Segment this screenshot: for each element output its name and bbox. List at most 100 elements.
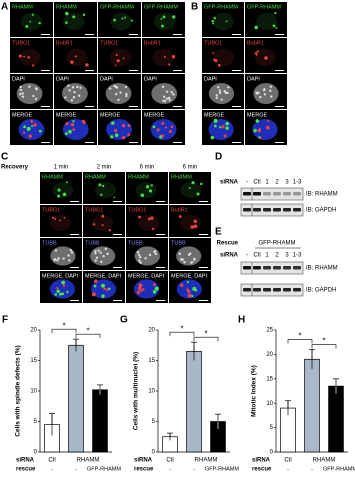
glow	[52, 182, 74, 198]
scale-bar	[199, 267, 208, 268]
signal	[145, 185, 150, 189]
signal	[65, 122, 69, 126]
significance-star: *	[180, 324, 183, 333]
x-siRNA-label: RHAMM	[195, 458, 218, 464]
signal	[62, 192, 67, 197]
signal	[65, 11, 69, 16]
signal	[152, 283, 156, 286]
chromatin	[72, 96, 76, 99]
micrograph	[98, 2, 141, 37]
signal	[59, 292, 62, 296]
scale-bar	[199, 300, 208, 301]
chromatin	[97, 249, 100, 252]
signal	[32, 64, 35, 67]
channel-label: DAPI	[12, 76, 25, 82]
micrograph	[169, 205, 211, 237]
error-bar	[285, 400, 291, 416]
signal	[255, 119, 260, 123]
signal	[18, 54, 22, 58]
scale-bar	[113, 201, 122, 202]
signal	[253, 128, 257, 133]
time-label: 6 min	[183, 165, 198, 171]
chromatin	[215, 96, 218, 100]
blot	[240, 283, 304, 297]
scale-bar	[156, 267, 165, 268]
chromatin	[62, 257, 65, 260]
chromatin	[154, 250, 157, 253]
band	[263, 266, 271, 270]
bar	[92, 389, 108, 453]
band	[243, 266, 251, 270]
signal	[30, 119, 34, 123]
signal	[66, 290, 69, 294]
band	[273, 266, 281, 270]
channel-label: MERGE	[144, 112, 165, 118]
glow	[152, 48, 174, 67]
signal	[150, 216, 154, 220]
glow	[92, 215, 114, 231]
significance-bracket	[169, 331, 195, 337]
recovery-label: Recovery	[1, 165, 29, 171]
scale-bar	[156, 234, 165, 235]
band	[253, 192, 261, 196]
siRNA-row-label: siRNA	[134, 458, 153, 464]
y-tick-label: 25	[266, 328, 273, 334]
scale-bar	[199, 234, 208, 235]
glow	[153, 12, 176, 31]
chromatin	[162, 95, 166, 98]
channel-label: RHAMM	[12, 4, 33, 10]
signal	[259, 137, 262, 140]
channel-label: MERGE	[12, 112, 33, 118]
signal	[74, 55, 77, 58]
signal	[114, 64, 117, 67]
chromatin	[215, 94, 219, 97]
chromatin	[224, 91, 228, 95]
signal	[101, 224, 104, 227]
signal	[172, 15, 176, 19]
error-bar	[73, 338, 79, 352]
glow	[212, 12, 234, 31]
rescue-label: Rescue	[217, 241, 239, 247]
band	[263, 288, 271, 292]
y-tick-label: 5	[34, 419, 38, 425]
signal	[102, 184, 105, 188]
signal	[163, 56, 166, 58]
signal	[193, 224, 198, 229]
y-axis-label: Cells with multinuclei (%)	[133, 352, 140, 430]
panel-label: E	[215, 227, 222, 238]
signal	[127, 133, 131, 137]
signal	[25, 24, 29, 28]
signal	[82, 13, 86, 17]
signal	[130, 19, 133, 22]
channel-label: GFP-RHAMM	[247, 4, 281, 10]
scale-bar	[41, 142, 50, 143]
chromatin	[178, 252, 181, 255]
x-rescue-label: -	[169, 466, 171, 472]
channel-label: TUBG1	[12, 40, 30, 46]
signal	[138, 215, 141, 219]
signal	[113, 196, 116, 199]
signal	[221, 125, 225, 129]
significance-bracket	[51, 328, 77, 334]
signal	[210, 135, 215, 140]
chromatin	[124, 85, 128, 89]
band	[243, 192, 251, 196]
scale-bar	[85, 142, 94, 143]
signal	[121, 17, 124, 20]
chromatin	[100, 260, 103, 263]
channel-label: BubR1	[56, 40, 73, 46]
signal	[213, 124, 217, 128]
chromatin	[189, 252, 192, 255]
chromatin	[32, 94, 35, 98]
chromatin	[71, 86, 75, 89]
chromatin	[69, 248, 73, 252]
signal	[108, 229, 111, 232]
micrograph	[142, 2, 185, 37]
chromatin	[68, 89, 71, 92]
chromatin	[34, 87, 38, 90]
chromatin	[165, 90, 169, 93]
significance-star: *	[204, 329, 207, 338]
chromatin	[255, 92, 259, 95]
significance-bracket	[75, 333, 101, 339]
scale-bar	[129, 34, 138, 35]
